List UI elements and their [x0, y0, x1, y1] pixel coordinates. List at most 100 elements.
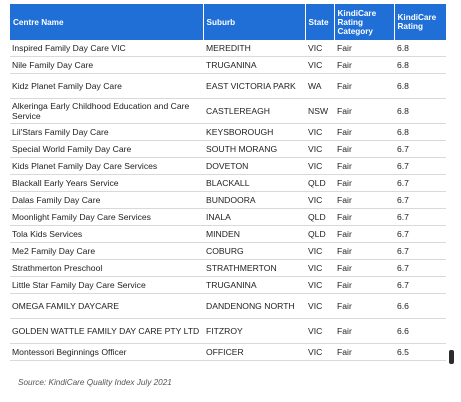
cell-centre-name: Kidz Planet Family Day Care — [10, 73, 203, 99]
table-row: Inspired Family Day Care VIC MEREDITH VIC F… — [10, 40, 446, 57]
cell-rating-category: Fair — [334, 343, 394, 361]
cell-centre-name: Moonlight Family Day Care Services — [10, 208, 203, 226]
cell-rating: 6.6 — [394, 293, 446, 319]
cell-state: VIC — [305, 157, 334, 175]
cell-state: VIC — [305, 191, 334, 209]
table-row: Blackall Early Years Service BLACKALL QLD F… — [10, 174, 446, 192]
cell-suburb: KEYSBOROUGH — [203, 123, 305, 141]
table-row: Special World Family Day Care SOUTH MORAN… — [10, 140, 446, 158]
cell-state: NSW — [305, 98, 334, 124]
cell-rating: 6.7 — [394, 174, 446, 192]
cell-centre-name: GOLDEN WATTLE FAMILY DAY CARE PTY LTD — [10, 318, 203, 344]
cell-rating-category: Fair — [334, 73, 394, 99]
cell-suburb: EAST VICTORIA PARK — [203, 73, 305, 99]
cell-suburb: TRUGANINA — [203, 276, 305, 294]
cell-state: VIC — [305, 123, 334, 141]
header-centre-name: Centre Name — [10, 4, 204, 40]
cell-centre-name: Little Star Family Day Care Service — [10, 276, 203, 294]
cell-state: WA — [305, 73, 334, 99]
cell-rating: 6.7 — [394, 157, 446, 175]
cell-rating-category: Fair — [334, 259, 394, 277]
cell-rating-category: Fair — [334, 225, 394, 243]
cell-centre-name: Special World Family Day Care — [10, 140, 203, 158]
cell-state: QLD — [305, 208, 334, 226]
table-row: Little Star Family Day Care Service TRUGA… — [10, 276, 446, 294]
cell-state: VIC — [305, 318, 334, 344]
table-row: Moonlight Family Day Care Services INALA Q… — [10, 208, 446, 226]
cell-rating: 6.8 — [394, 73, 446, 99]
table-row: GOLDEN WATTLE FAMILY DAY CARE PTY LTD FIT… — [10, 318, 446, 344]
cell-state: VIC — [305, 40, 334, 57]
header-rating: KindiCare Rating — [394, 4, 446, 40]
cell-state: QLD — [305, 225, 334, 243]
cell-rating: 6.6 — [394, 318, 446, 344]
cell-rating: 6.7 — [394, 208, 446, 226]
cell-state: VIC — [305, 259, 334, 277]
cell-rating: 6.8 — [394, 98, 446, 124]
cell-suburb: CASTLEREAGH — [203, 98, 305, 124]
cell-rating-category: Fair — [334, 98, 394, 124]
cell-centre-name: Alkeringa Early Childhood Education and … — [10, 98, 203, 124]
cell-rating-category: Fair — [334, 318, 394, 344]
cell-suburb: TRUGANINA — [203, 56, 305, 74]
cell-suburb: BUNDOORA — [203, 191, 305, 209]
cell-state: VIC — [305, 242, 334, 260]
cell-centre-name: Kids Planet Family Day Care Services — [10, 157, 203, 175]
cell-rating-category: Fair — [334, 56, 394, 74]
cell-state: VIC — [305, 293, 334, 319]
table-row: Tola Kids Services MINDEN QLD Fair 6.7 — [10, 225, 446, 243]
table-header: Centre Name Suburb State KindiCare Ratin… — [10, 4, 446, 40]
cell-suburb: FITZROY — [203, 318, 305, 344]
cell-centre-name: Tola Kids Services — [10, 225, 203, 243]
cell-rating-category: Fair — [334, 40, 394, 57]
cell-rating: 6.7 — [394, 191, 446, 209]
cell-rating-category: Fair — [334, 140, 394, 158]
cell-rating: 6.7 — [394, 225, 446, 243]
cell-state: VIC — [305, 276, 334, 294]
cell-centre-name: Montessori Beginnings Officer — [10, 343, 203, 361]
cell-rating: 6.7 — [394, 259, 446, 277]
cell-suburb: INALA — [203, 208, 305, 226]
cell-centre-name: Dalas Family Day Care — [10, 191, 203, 209]
cell-centre-name: Me2 Family Day Care — [10, 242, 203, 260]
table-body: Inspired Family Day Care VIC MEREDITH VIC F… — [10, 40, 446, 361]
kindicare-rating-table: Centre Name Suburb State KindiCare Ratin… — [10, 4, 446, 361]
cell-centre-name: Strathmerton Preschool — [10, 259, 203, 277]
table-row: Alkeringa Early Childhood Education and … — [10, 98, 446, 124]
cell-state: VIC — [305, 56, 334, 74]
cell-rating: 6.5 — [394, 343, 446, 361]
cell-state: VIC — [305, 140, 334, 158]
cell-suburb: MINDEN — [203, 225, 305, 243]
cell-suburb: OFFICER — [203, 343, 305, 361]
cell-centre-name: OMEGA FAMILY DAYCARE — [10, 293, 203, 319]
cell-rating-category: Fair — [334, 293, 394, 319]
scrollbar-handle[interactable] — [449, 350, 454, 364]
rating-table-container: Centre Name Suburb State KindiCare Ratin… — [10, 4, 456, 361]
table-row: Dalas Family Day Care BUNDOORA VIC Fair 6.7 — [10, 191, 446, 209]
header-suburb: Suburb — [203, 4, 306, 40]
table-row: Me2 Family Day Care COBURG VIC Fair 6.7 — [10, 242, 446, 260]
cell-rating: 6.8 — [394, 40, 446, 57]
cell-suburb: DOVETON — [203, 157, 305, 175]
cell-rating-category: Fair — [334, 123, 394, 141]
cell-centre-name: Blackall Early Years Service — [10, 174, 203, 192]
table-row: Kids Planet Family Day Care Services DOVE… — [10, 157, 446, 175]
table-row: OMEGA FAMILY DAYCARE DANDENONG NORTH VIC Fa… — [10, 293, 446, 319]
cell-suburb: SOUTH MORANG — [203, 140, 305, 158]
cell-rating-category: Fair — [334, 242, 394, 260]
cell-centre-name: Lil'Stars Family Day Care — [10, 123, 203, 141]
cell-rating: 6.7 — [394, 242, 446, 260]
header-rating-category: KindiCare Rating Category — [334, 4, 395, 40]
cell-rating: 6.8 — [394, 56, 446, 74]
table-row: Kidz Planet Family Day Care EAST VICTORIA… — [10, 73, 446, 99]
cell-rating-category: Fair — [334, 191, 394, 209]
cell-suburb: DANDENONG NORTH — [203, 293, 305, 319]
table-row: Montessori Beginnings Officer OFFICER VIC F… — [10, 343, 446, 361]
cell-suburb: BLACKALL — [203, 174, 305, 192]
cell-centre-name: Inspired Family Day Care VIC — [10, 40, 203, 57]
table-row: Strathmerton Preschool STRATHMERTON VIC Fai… — [10, 259, 446, 277]
cell-state: VIC — [305, 343, 334, 361]
cell-state: QLD — [305, 174, 334, 192]
cell-rating-category: Fair — [334, 208, 394, 226]
cell-rating-category: Fair — [334, 276, 394, 294]
